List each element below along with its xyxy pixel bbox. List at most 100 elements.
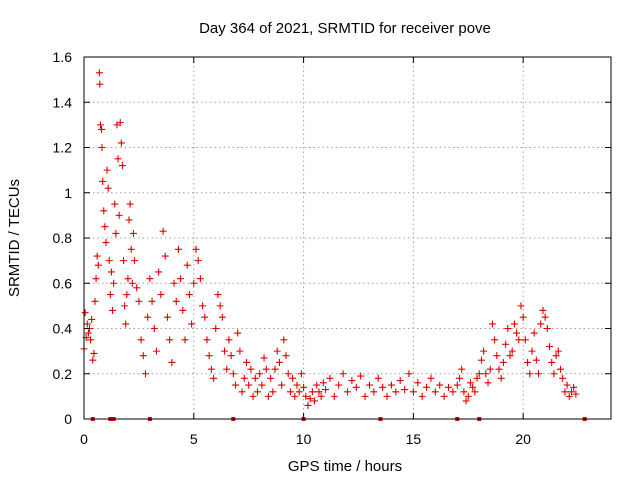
data-point xyxy=(383,392,391,400)
data-point xyxy=(146,275,154,283)
data-point xyxy=(92,275,100,283)
data-point xyxy=(278,381,286,389)
data-point xyxy=(554,347,562,355)
data-point xyxy=(379,383,387,391)
data-point xyxy=(131,257,139,265)
x-tick-label: 0 xyxy=(80,431,88,447)
data-point xyxy=(322,386,330,394)
data-point xyxy=(203,336,211,344)
data-point xyxy=(357,372,365,380)
data-point xyxy=(83,320,91,328)
data-point xyxy=(223,365,231,373)
data-point xyxy=(124,275,132,283)
data-point xyxy=(105,257,113,265)
data-point xyxy=(552,352,560,360)
data-point xyxy=(269,388,277,396)
data-point xyxy=(392,388,400,396)
data-point xyxy=(98,144,106,151)
data-point xyxy=(466,379,474,387)
data-point xyxy=(387,381,395,389)
data-point xyxy=(319,379,327,387)
data-point xyxy=(550,370,558,378)
data-point xyxy=(225,336,233,344)
data-point xyxy=(188,320,196,328)
data-point xyxy=(117,139,125,147)
data-point xyxy=(264,392,272,400)
data-point xyxy=(317,392,325,400)
data-point xyxy=(504,325,512,332)
data-point xyxy=(101,223,109,231)
data-point xyxy=(128,279,136,287)
data-point xyxy=(137,336,145,344)
data-point xyxy=(365,381,373,389)
data-point xyxy=(401,386,409,394)
data-point xyxy=(148,297,156,305)
data-point xyxy=(530,329,538,337)
data-point xyxy=(212,325,220,332)
data-points xyxy=(80,69,580,409)
data-point xyxy=(563,381,571,389)
data-point xyxy=(339,370,347,378)
data-point xyxy=(201,313,209,321)
data-point xyxy=(526,370,534,378)
data-point xyxy=(445,383,453,391)
y-tick-label: 1 xyxy=(64,185,72,201)
data-point xyxy=(431,388,439,396)
data-point xyxy=(110,279,118,287)
data-point xyxy=(159,227,167,235)
data-point xyxy=(436,381,444,389)
data-point xyxy=(282,352,290,360)
y-tick-label: 0 xyxy=(64,411,72,427)
data-point xyxy=(253,388,261,396)
y-axis-title: SRMTID / TECUs xyxy=(6,179,23,297)
data-point xyxy=(537,320,545,328)
data-point xyxy=(291,392,299,400)
data-point xyxy=(543,325,551,332)
data-point xyxy=(330,392,338,400)
data-point xyxy=(181,336,189,344)
data-point xyxy=(335,381,343,389)
data-point xyxy=(199,302,207,310)
data-point xyxy=(141,370,149,378)
data-point xyxy=(94,261,102,269)
data-point xyxy=(510,320,518,328)
data-point xyxy=(172,297,180,305)
data-point xyxy=(256,370,264,378)
data-point xyxy=(163,313,171,321)
data-point xyxy=(405,370,413,378)
data-point xyxy=(493,352,501,360)
data-point xyxy=(344,388,351,396)
data-point xyxy=(196,275,204,283)
data-point xyxy=(440,392,448,400)
data-point xyxy=(348,377,356,385)
data-point xyxy=(313,381,321,389)
data-point xyxy=(572,390,580,398)
data-point xyxy=(374,374,382,382)
data-point xyxy=(289,374,297,382)
data-point xyxy=(210,374,218,382)
data-point xyxy=(87,336,95,344)
data-point xyxy=(104,184,112,192)
data-point xyxy=(570,383,578,391)
data-point xyxy=(302,392,310,400)
data-point xyxy=(98,125,106,133)
grid-lines xyxy=(84,57,611,419)
data-point xyxy=(306,395,314,403)
data-point xyxy=(508,347,516,355)
data-point xyxy=(192,245,200,253)
plot-frame xyxy=(83,56,612,420)
data-point xyxy=(236,347,244,355)
data-point xyxy=(102,239,110,247)
x-tick-label: 20 xyxy=(515,431,531,447)
data-point xyxy=(100,207,108,215)
data-point xyxy=(103,166,111,174)
data-point xyxy=(115,211,123,219)
data-point xyxy=(304,401,312,409)
data-point xyxy=(114,155,122,163)
data-point xyxy=(486,365,494,373)
data-point xyxy=(491,336,499,344)
data-point xyxy=(370,388,378,396)
data-point xyxy=(109,306,117,314)
data-point xyxy=(295,388,303,396)
data-point xyxy=(300,383,308,391)
